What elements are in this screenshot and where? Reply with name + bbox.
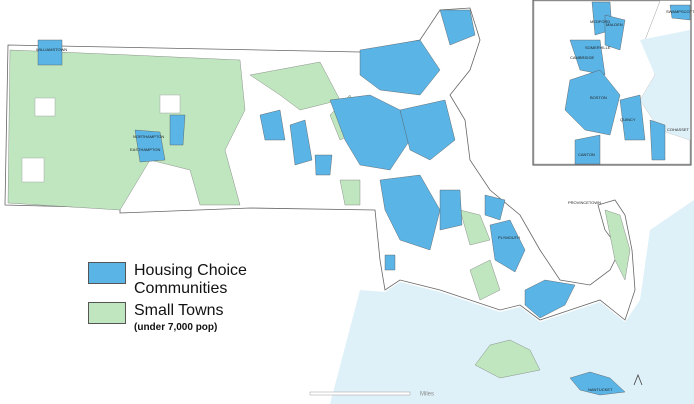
legend-swatch xyxy=(88,302,126,324)
inset-town-label: MALDEN xyxy=(606,22,623,27)
north-arrow xyxy=(633,373,643,386)
scale-bar xyxy=(309,391,411,396)
legend-label: Housing Choice Communities xyxy=(134,262,247,297)
small-towns xyxy=(7,49,631,379)
inset-town-label: COHASSET xyxy=(667,127,690,132)
town-label: PLYMOUTH xyxy=(498,235,520,240)
legend-label: Small Towns xyxy=(134,302,224,319)
town-label: PROVINCETOWN xyxy=(568,200,601,205)
white-towns xyxy=(21,94,181,183)
housing-choice xyxy=(37,9,626,396)
ocean xyxy=(330,200,694,404)
inset-town-label: SOMERVILLE xyxy=(585,45,611,50)
inset-town-label: CAMBRIDGE xyxy=(570,55,595,60)
legend-item: Small Towns xyxy=(88,302,264,324)
inset-town-label: SWAMPSCOTT xyxy=(666,9,694,14)
town-label: WILLIAMSTOWN xyxy=(36,47,67,52)
town-label: NORTHAMPTON xyxy=(133,134,164,139)
inset-housing-choice xyxy=(564,1,691,165)
legend-item: Housing Choice Communities xyxy=(88,262,264,298)
inset-ocean xyxy=(640,30,690,140)
legend-swatch xyxy=(88,262,126,284)
inset-town-label: CANTON xyxy=(578,152,595,157)
town-label: NANTUCKET xyxy=(588,387,613,392)
inset-town-label: QUINCY xyxy=(620,117,636,122)
scale-unit: Miles xyxy=(420,392,434,398)
town-label: EASTHAMPTON xyxy=(130,147,160,152)
legend-note: (under 7,000 pop) xyxy=(134,322,218,333)
inset-town-label: MEDFORD xyxy=(590,19,610,24)
inset-town-label: BOSTON xyxy=(590,95,607,100)
